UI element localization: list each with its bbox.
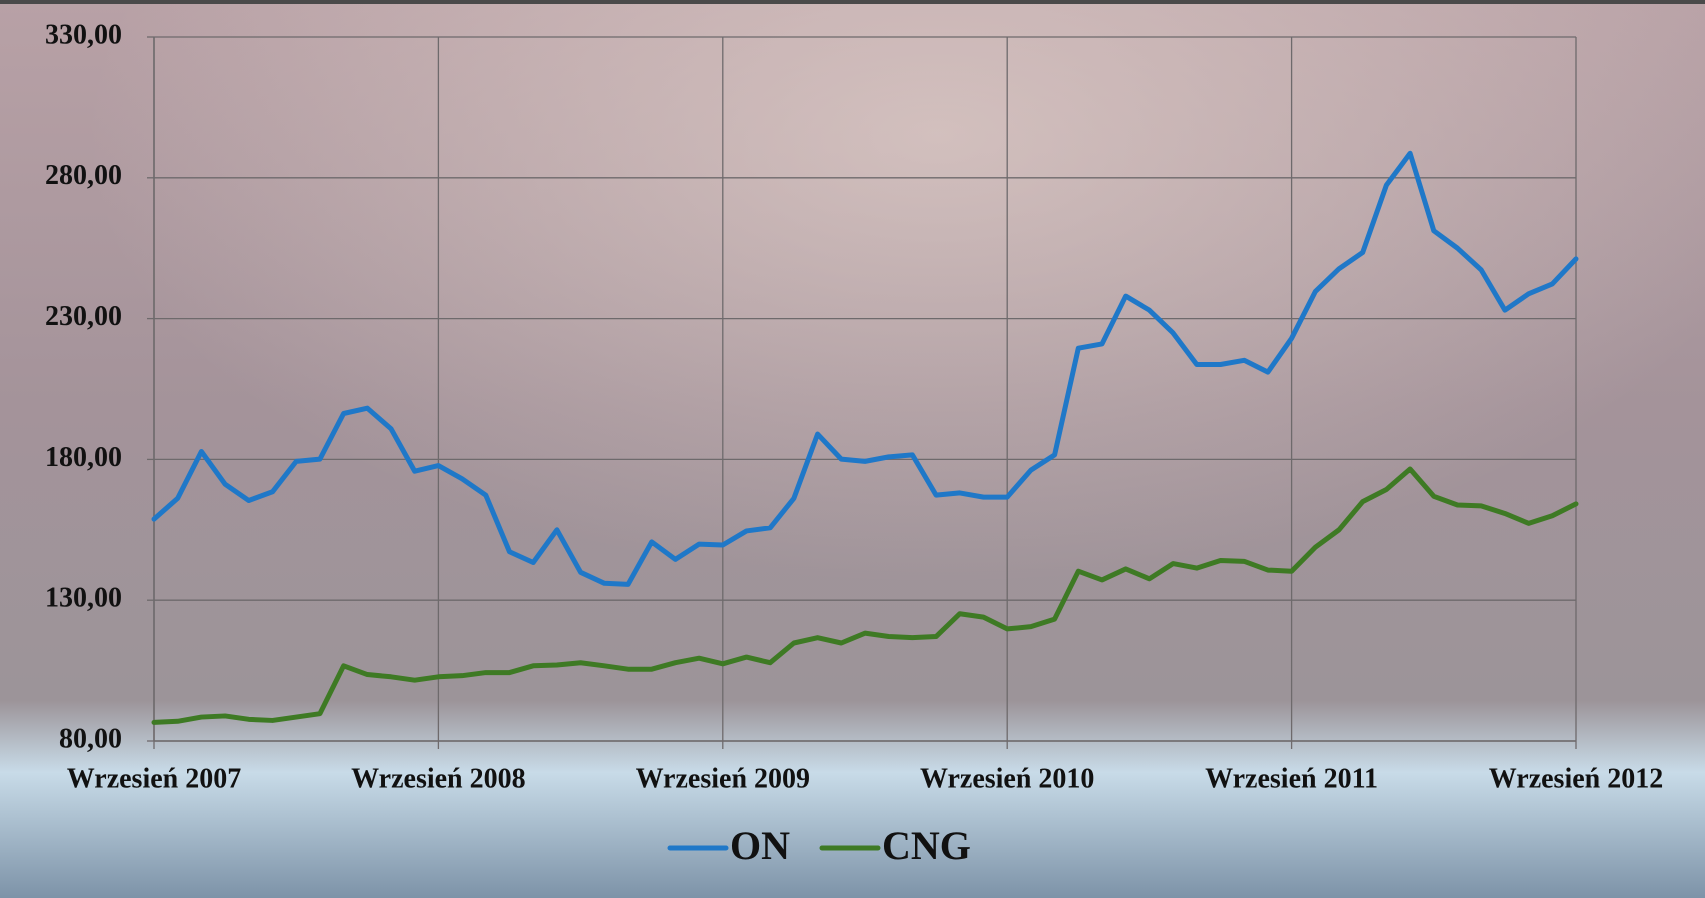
y-tick-label: 330,00 [45,19,122,50]
y-tick-label: 80,00 [59,723,122,754]
x-tick-label: Wrzesień 2007 [67,763,241,794]
top-border [0,0,1705,4]
x-tick-label: Wrzesień 2010 [920,763,1094,794]
legend-label: ON [730,823,790,868]
legend-label: CNG [882,823,971,868]
y-tick-label: 180,00 [45,442,122,473]
x-tick-label: Wrzesień 2009 [636,763,810,794]
x-tick-label: Wrzesień 2008 [351,763,525,794]
y-tick-label: 280,00 [45,160,122,191]
x-tick-label: Wrzesień 2011 [1205,763,1378,794]
y-tick-label: 130,00 [45,583,122,614]
chart: 80,00 130,00 180,00 230,00 280,00 330,00 Wrzes… [0,0,1705,898]
background-glow [0,0,1705,898]
x-tick-label: Wrzesień 2012 [1489,763,1663,794]
y-tick-label: 230,00 [45,301,122,332]
